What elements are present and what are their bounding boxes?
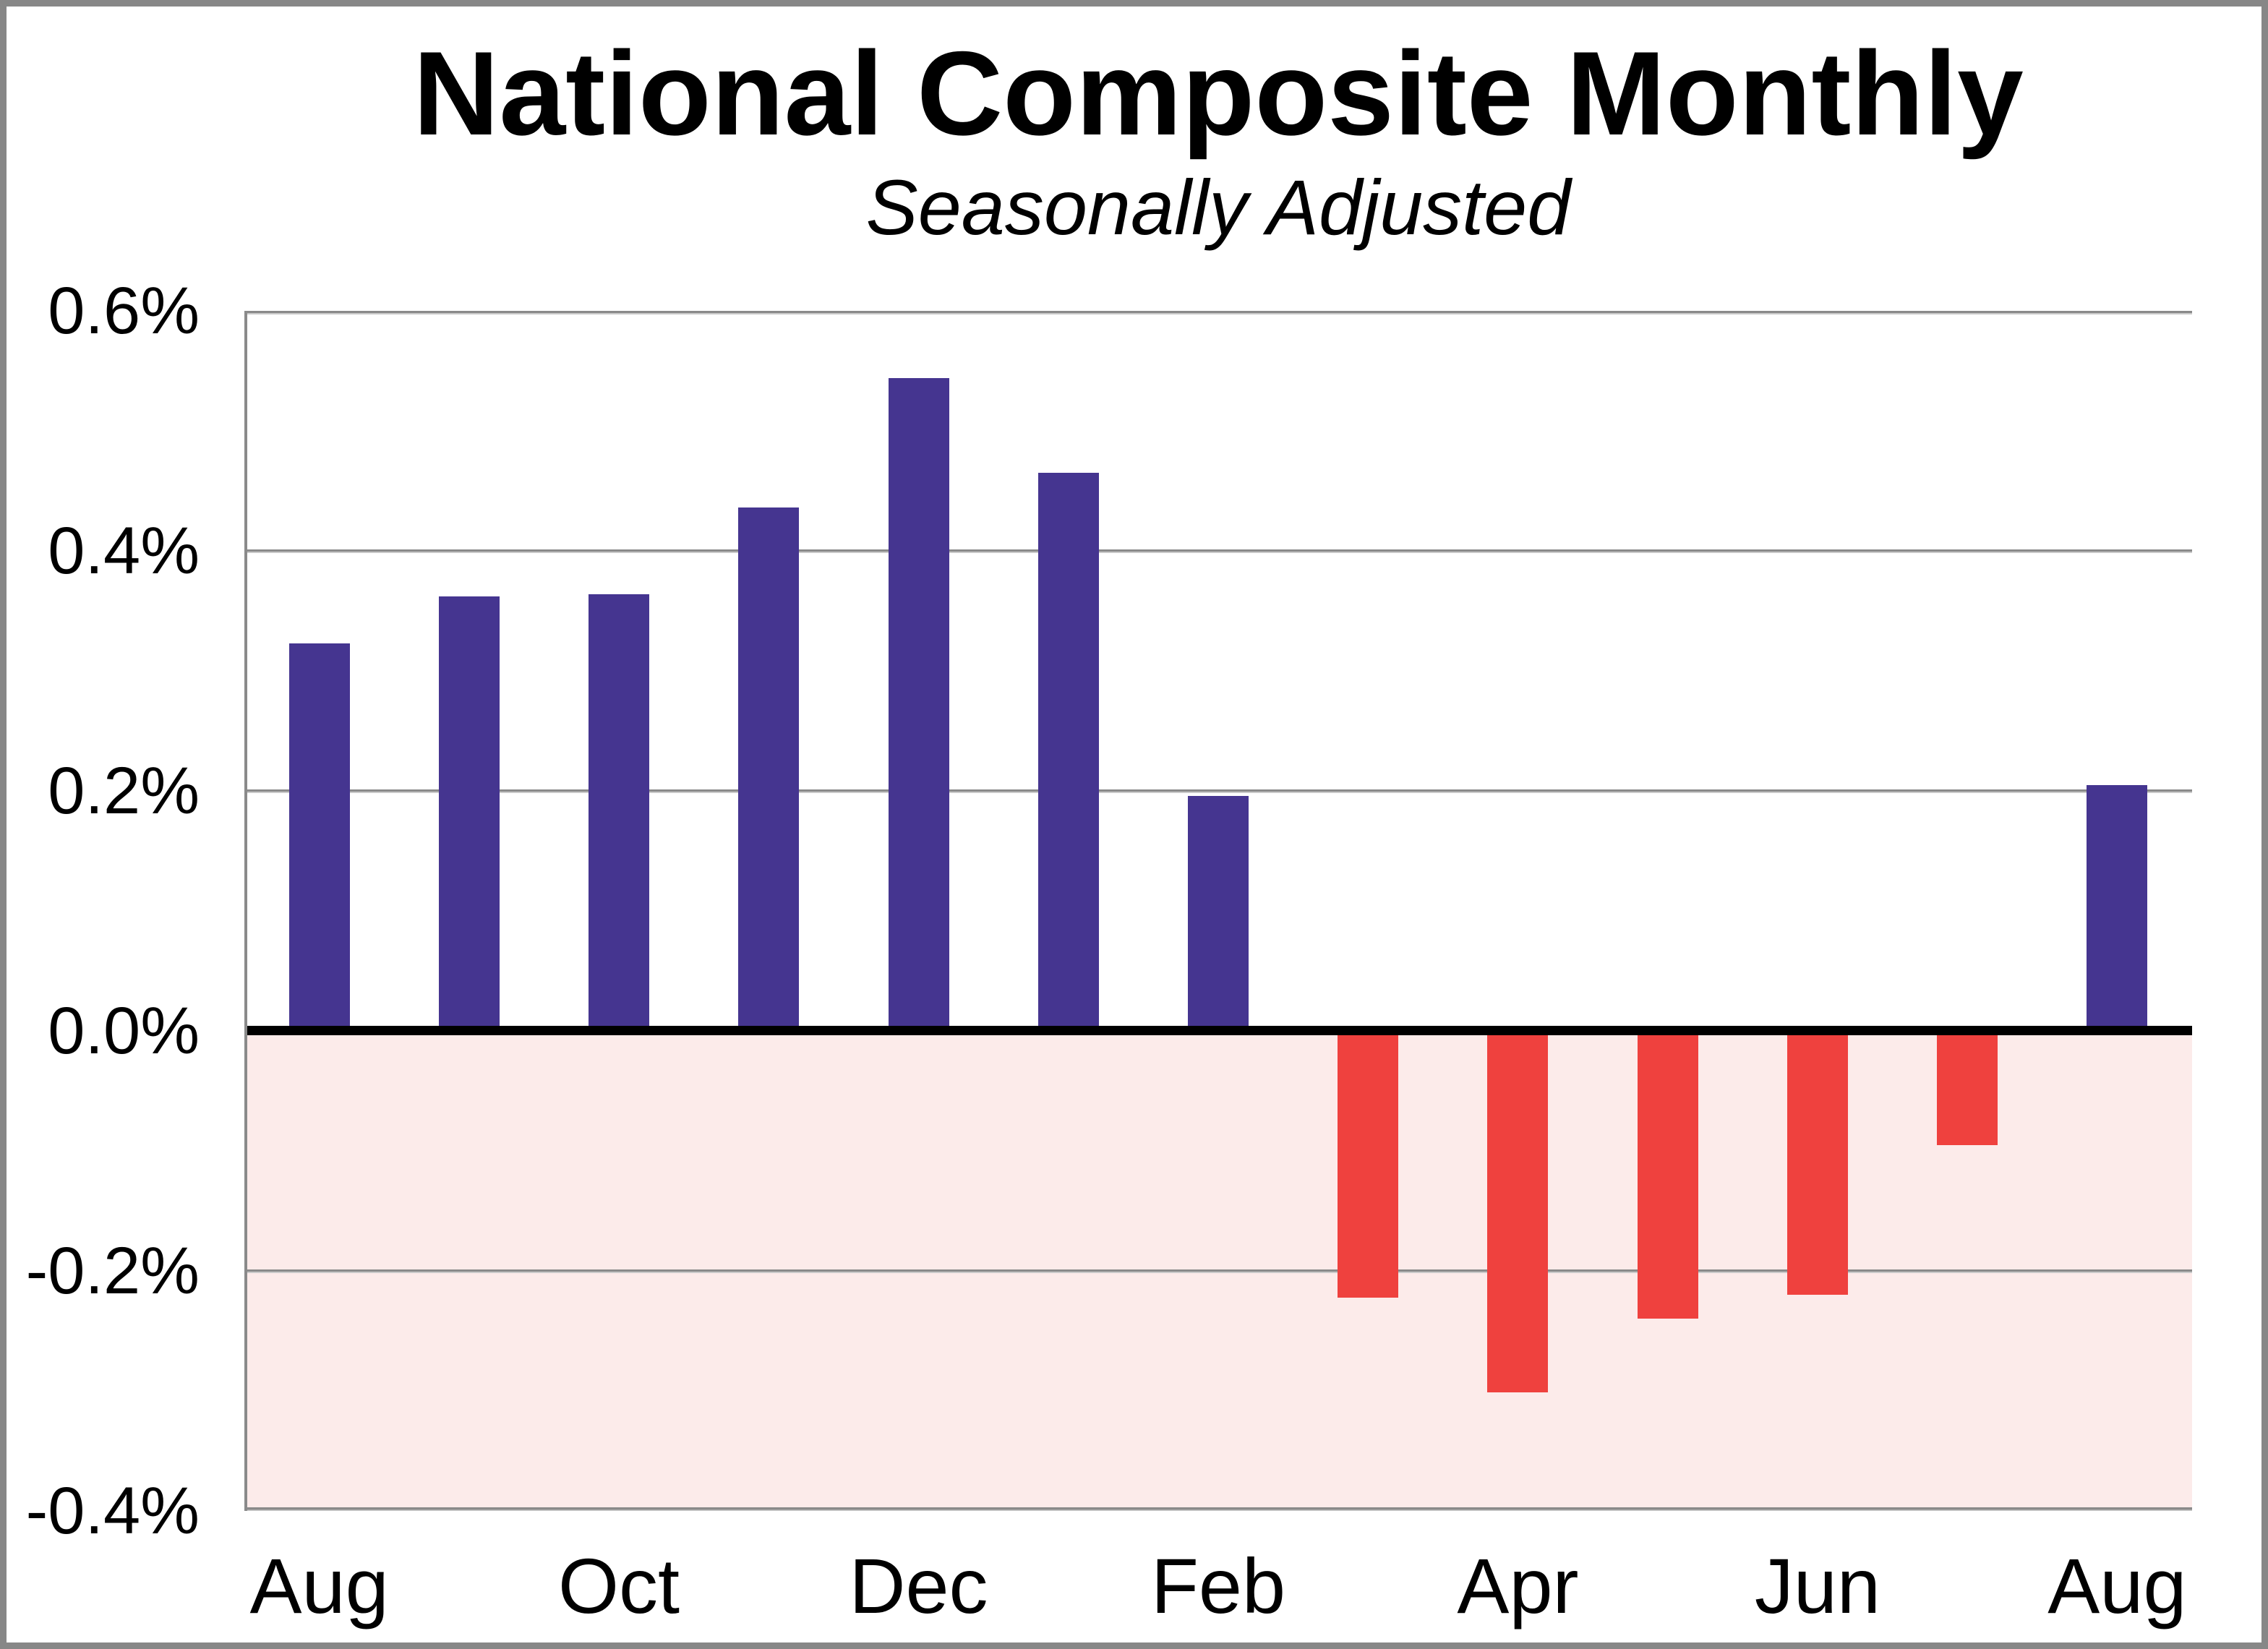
- bar-aug-0: [288, 643, 350, 1031]
- y-axis-label-0.6%: 0.6%: [48, 274, 200, 348]
- x-axis-label-oct-1: Oct: [558, 1542, 680, 1629]
- bar-jun-10: [1786, 1031, 1848, 1295]
- bar-sep-1: [438, 596, 500, 1031]
- y-axis-label--0.2%: -0.2%: [25, 1234, 200, 1308]
- bar-nov-3: [738, 507, 800, 1031]
- chart-subtitle: Seasonally Adjusted: [865, 163, 1571, 251]
- y-axis-line: [244, 311, 247, 1511]
- y-axis-label-0.4%: 0.4%: [48, 514, 200, 588]
- zero-axis-line: [244, 1026, 2192, 1035]
- gridline-0.2%: [244, 789, 2192, 793]
- y-axis-label--0.4%: -0.4%: [25, 1474, 200, 1548]
- bar-jul-11: [1937, 1031, 1998, 1145]
- bar-feb-6: [1188, 795, 1249, 1031]
- x-axis-label-feb-3: Feb: [1150, 1542, 1286, 1629]
- x-axis-label-jun-5: Jun: [1754, 1542, 1880, 1629]
- gridline-0.4%: [244, 549, 2192, 553]
- x-axis-label-aug-6: Aug: [2047, 1542, 2187, 1629]
- bar-aug-12: [2087, 784, 2148, 1031]
- bar-may-9: [1637, 1031, 1698, 1319]
- plot-border-bottom: [244, 1507, 2192, 1511]
- bar-oct-2: [589, 594, 650, 1031]
- x-axis-label-aug-0: Aug: [249, 1542, 389, 1629]
- bar-mar-7: [1338, 1031, 1399, 1298]
- plot-area: [244, 311, 2192, 1511]
- bar-jan-5: [1037, 473, 1099, 1031]
- gridline--0.2%: [244, 1269, 2192, 1273]
- bar-dec-4: [888, 377, 949, 1031]
- x-axis-label-dec-2: Dec: [849, 1542, 988, 1629]
- bar-apr-8: [1487, 1031, 1549, 1392]
- y-axis-label-0.0%: 0.0%: [48, 994, 200, 1068]
- x-axis-label-apr-4: Apr: [1457, 1542, 1579, 1629]
- y-axis-label-0.2%: 0.2%: [48, 754, 200, 828]
- plot-border-top: [244, 311, 2192, 314]
- chart-title: National Composite Monthly: [413, 27, 2024, 160]
